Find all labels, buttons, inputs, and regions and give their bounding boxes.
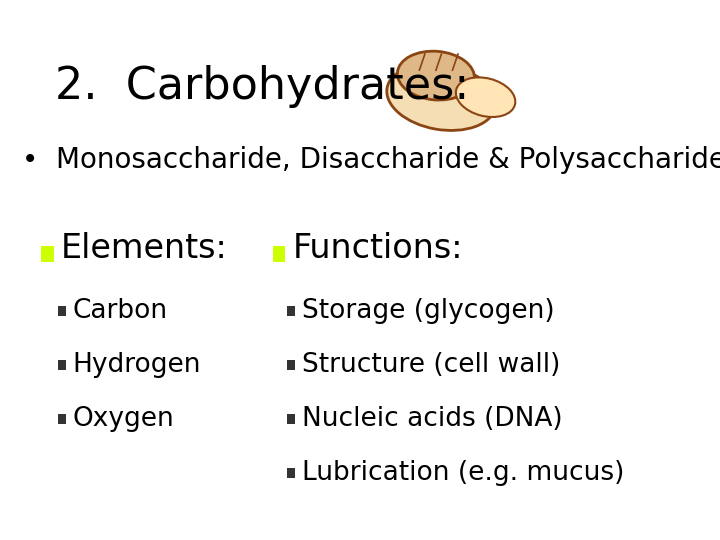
- Text: Storage (glycogen): Storage (glycogen): [302, 298, 554, 323]
- FancyBboxPatch shape: [273, 246, 285, 262]
- Text: •  Monosaccharide, Disaccharide & Polysaccharide: • Monosaccharide, Disaccharide & Polysac…: [22, 146, 720, 174]
- Text: Elements:: Elements:: [60, 232, 228, 265]
- Text: Oxygen: Oxygen: [73, 406, 174, 431]
- Text: Functions:: Functions:: [292, 232, 463, 265]
- FancyBboxPatch shape: [287, 414, 295, 424]
- FancyBboxPatch shape: [41, 246, 53, 262]
- Text: Lubrication (e.g. mucus): Lubrication (e.g. mucus): [302, 460, 624, 485]
- FancyBboxPatch shape: [58, 306, 66, 316]
- Text: Nucleic acids (DNA): Nucleic acids (DNA): [302, 406, 562, 431]
- FancyBboxPatch shape: [287, 306, 295, 316]
- FancyBboxPatch shape: [58, 414, 66, 424]
- Text: Hydrogen: Hydrogen: [73, 352, 202, 377]
- FancyBboxPatch shape: [287, 360, 295, 370]
- FancyBboxPatch shape: [58, 360, 66, 370]
- Text: Carbon: Carbon: [73, 298, 168, 323]
- FancyBboxPatch shape: [287, 468, 295, 478]
- Text: Structure (cell wall): Structure (cell wall): [302, 352, 560, 377]
- Ellipse shape: [397, 51, 474, 100]
- Ellipse shape: [387, 64, 496, 131]
- Text: 2.  Carbohydrates:: 2. Carbohydrates:: [55, 65, 469, 108]
- Ellipse shape: [456, 77, 516, 117]
